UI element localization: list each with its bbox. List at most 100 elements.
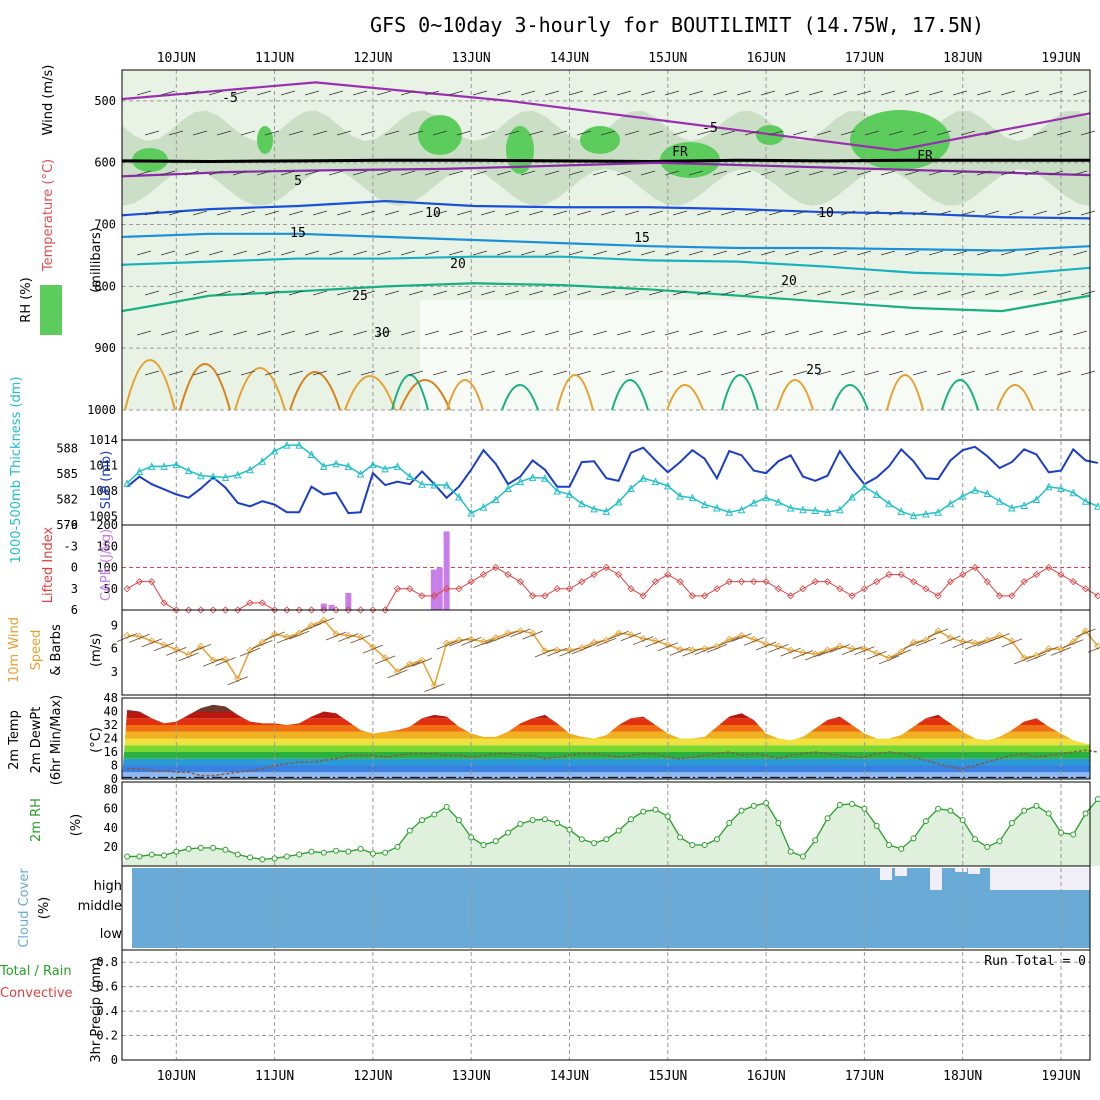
wind-barb [448, 637, 470, 647]
upper-wind-barb [432, 290, 448, 296]
temp-tick-label: 40 [104, 705, 118, 719]
upper-wind-barb [760, 170, 776, 176]
date-tick-top: 11JUN [255, 51, 294, 66]
thickness-point [799, 505, 807, 514]
pressure-tick-label: 700 [94, 218, 116, 232]
upper-wind-barb [352, 90, 368, 96]
rh-legend-swatch [40, 285, 62, 335]
upper-wind-barb [216, 210, 232, 216]
upper-wind-barb [448, 90, 464, 96]
thickness-point [565, 490, 574, 498]
wind-barb [313, 617, 334, 627]
upper-wind-barb [304, 250, 320, 256]
rh2m-point [947, 807, 954, 814]
date-tick-bottom: 14JUN [550, 1069, 589, 1084]
rh2m-point [1082, 810, 1089, 817]
upper-wind-barb [552, 210, 568, 216]
thickness-point [270, 446, 279, 455]
wind-barb [375, 655, 396, 665]
upper-wind-barb [216, 370, 232, 376]
rh2m-point [1033, 802, 1040, 809]
upper-wind-barb [576, 290, 592, 296]
cloud-cover-block [132, 868, 1090, 948]
isotherm-label: 15 [290, 226, 306, 241]
lifted-point [160, 599, 168, 607]
lifted-line [126, 566, 1099, 611]
thickness-point [590, 504, 598, 513]
rh2m-point [689, 842, 696, 848]
date-tick-bottom: 18JUN [943, 1069, 982, 1084]
wind-barb [289, 630, 310, 640]
upper-wind-barb [864, 210, 880, 216]
precip-tick-label: 0.4 [96, 1004, 118, 1018]
upper-wind-barb [520, 90, 536, 96]
date-tick-top: 18JUN [943, 51, 982, 66]
upper-wind-barb [736, 330, 752, 336]
upper-wind-barb [720, 290, 736, 296]
upper-wind-barb [232, 90, 248, 96]
rh2m-point [861, 805, 868, 812]
thickness-point [442, 480, 451, 489]
upper-wind-barb [256, 170, 272, 176]
lifted-point [946, 578, 954, 586]
upper-wind-barb [696, 290, 712, 296]
bl-contour [941, 379, 979, 411]
isotherm-label: FR [672, 145, 688, 160]
rh2m-point [775, 820, 782, 827]
rh2m-point [677, 834, 684, 841]
isotherm-20 [121, 255, 1091, 277]
upper-wind-barb [672, 370, 688, 376]
upper-wind-barb [744, 210, 760, 216]
bl-contour [501, 384, 539, 411]
upper-wind-barb [408, 370, 424, 376]
lifted-tick-label: -3 [64, 539, 78, 553]
upper-wind-barb [624, 130, 640, 136]
lifted-point [418, 592, 426, 600]
lifted-tick-label: 6 [71, 603, 78, 617]
upper-wind-barb [544, 170, 560, 176]
upper-wind-barb [712, 330, 728, 336]
wind-barb [878, 655, 900, 665]
upper-wind-barb [1032, 370, 1048, 376]
thickness-point [1020, 501, 1028, 509]
upper-wind-barb [448, 170, 464, 176]
thickness-point [614, 497, 623, 506]
wind-barb [129, 633, 150, 643]
thickness-point [1081, 497, 1090, 505]
wind-barb [203, 657, 224, 667]
upper-temp-label: Temperature (°C) [41, 159, 56, 272]
wind-barb [694, 646, 715, 656]
lifted-point [541, 592, 549, 600]
upper-wind-barb [424, 170, 440, 176]
rh2m-point [124, 853, 131, 860]
wind-label-d: (m/s) [89, 633, 104, 667]
upper-wind-barb [472, 90, 488, 96]
upper-wind-barb [744, 370, 760, 376]
wind-barb [411, 657, 433, 667]
upper-wind-barb [984, 370, 1000, 376]
upper-wind-barb [624, 210, 640, 216]
upper-wind-barb [376, 90, 392, 96]
upper-wind-barb [208, 330, 224, 336]
upper-wind-barb [832, 250, 848, 256]
panel-fills [40, 70, 1100, 948]
upper-wind-barb [912, 210, 928, 216]
lifted-point [701, 592, 709, 600]
upper-wind-barb [712, 90, 728, 96]
upper-wind-barb [448, 330, 464, 336]
cloud-cover-gap [990, 868, 1090, 890]
wind-barb [903, 640, 924, 649]
cape-tick-label: 50 [104, 582, 118, 596]
rh2m-point [1021, 807, 1028, 814]
rh2m-point [382, 849, 389, 856]
upper-wind-barb [912, 290, 928, 296]
upper-wind-barb [232, 330, 248, 336]
rh2m-point [615, 827, 622, 834]
upper-wind-barb [304, 90, 320, 96]
upper-wind-barb [280, 250, 296, 256]
rh2m-point [1058, 829, 1064, 836]
rh2m-point [394, 843, 401, 850]
thickness-point [467, 508, 476, 517]
thickness-point [283, 440, 291, 449]
